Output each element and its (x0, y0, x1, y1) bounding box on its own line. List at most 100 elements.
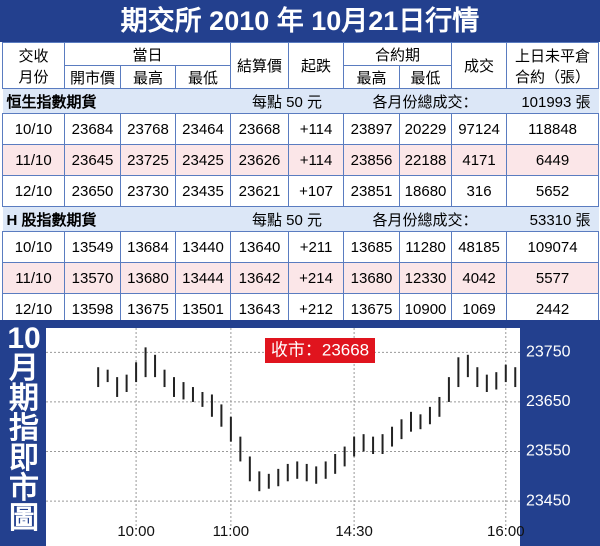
cell: 13685 (343, 231, 401, 263)
cell: 12330 (399, 262, 453, 294)
data-row: 10/10 13549 13684 13440 13640 +211 13685 11280 4… (2, 231, 600, 263)
cell: 13444 (174, 262, 232, 294)
cell: 23626 (230, 144, 290, 176)
cell: +114 (288, 144, 345, 176)
y-tick-label: 23650 (526, 393, 571, 410)
x-tick-label: 11:00 (213, 523, 249, 540)
title: 期交所 2010 年 10月21日行情 (0, 0, 600, 42)
header-cell: 最高 (120, 65, 176, 89)
cell: 48185 (451, 231, 508, 263)
section-name: H 股指數期貨 (2, 206, 231, 232)
header-text: 上日未平倉 (515, 47, 591, 65)
header-cell: 最低 (399, 65, 453, 89)
cell: 13598 (64, 293, 121, 325)
cell: 23725 (120, 144, 176, 176)
header-cell: 當日 (63, 42, 232, 66)
cell: +114 (288, 113, 345, 145)
cell: 97124 (451, 113, 508, 145)
header-cell: 最高 (343, 65, 401, 89)
cell: 5577 (506, 262, 600, 294)
cell: 13680 (343, 262, 401, 294)
cell: 118848 (506, 113, 600, 145)
cell: +107 (288, 175, 345, 207)
y-tick-label: 23750 (526, 344, 571, 361)
annotation: 收市：23668 (271, 340, 369, 359)
cell: 4171 (451, 144, 508, 176)
cell: 13684 (120, 231, 176, 263)
cell: 23684 (64, 113, 121, 145)
header-cell: 交收 月份 (2, 42, 65, 89)
cell: 23425 (174, 144, 232, 176)
section-unit: 每點 50 元 (230, 88, 344, 114)
cell: 23645 (64, 144, 121, 176)
annotation-box (265, 338, 375, 363)
section-total-label: 各月份總成交： (343, 88, 507, 114)
x-tick-label: 16:00 (487, 523, 525, 540)
cell: 11/10 (2, 262, 65, 294)
data-row: 12/10 13598 13675 13501 13643 +212 13675 10900 1… (2, 293, 600, 325)
y-tick-label: 23550 (526, 443, 571, 460)
cell: 12/10 (2, 175, 65, 207)
cell: 13675 (120, 293, 176, 325)
header-text: 合約期 (375, 46, 421, 64)
cell: 20229 (399, 113, 453, 145)
cell: 109074 (506, 231, 600, 263)
header-text: 當日 (132, 46, 163, 64)
cell: 13549 (64, 231, 121, 263)
header-text: 成交 (464, 58, 495, 75)
header-cell: 上日未平倉合約（張） (506, 42, 600, 89)
header-text: 起跌 (301, 58, 332, 75)
cell: 23856 (343, 144, 401, 176)
cell: 23851 (343, 175, 401, 207)
cell: 23435 (174, 175, 232, 207)
section-row: H 股指數期貨 每點 50 元各月份總成交： 53310 張 (2, 206, 599, 232)
header-text: 結算價 (237, 58, 283, 75)
section-unit: 每點 50 元 (230, 206, 344, 232)
chart-panel: 10月期指即市圖 23450 23550 23650 23750 10:00 11:00 1… (0, 320, 600, 546)
section-total-label: 各月份總成交： (343, 206, 507, 232)
section-name: 恒生指數期貨 (2, 88, 231, 114)
header-cell: 合約期 (343, 42, 453, 66)
data-row: 11/10 23645 23725 23425 23626 +114 23856 22188 4… (2, 144, 600, 176)
cell: 316 (451, 175, 508, 207)
cell: +211 (288, 231, 345, 263)
header-text: 月份 (18, 68, 49, 86)
data-row: 10/10 23684 23768 23464 23668 +114 23897 20229 9… (2, 113, 600, 145)
cell: 23650 (64, 175, 121, 207)
cell: 13501 (174, 293, 232, 325)
cell: 2442 (506, 293, 600, 325)
data-row: 12/10 23650 23730 23435 23621 +107 23851 18680 3… (2, 175, 600, 207)
cell: 10900 (399, 293, 453, 325)
header-text: 合約（張） (515, 68, 591, 86)
cell: 4042 (451, 262, 508, 294)
cell: 18680 (399, 175, 453, 207)
section-row: 恒生指數期貨 每點 50 元各月份總成交： 101993 張 (2, 88, 599, 114)
cell: 13440 (174, 231, 232, 263)
header-cell: 起跌 (288, 42, 345, 89)
section-total: 101993 張 (506, 88, 599, 114)
cell: 13640 (230, 231, 290, 263)
x-tick-label: 14:30 (335, 523, 373, 540)
section-total: 53310 張 (506, 206, 599, 232)
cell: +214 (288, 262, 345, 294)
chart: 23450 23550 23650 23750 10:00 11:00 14:30 16:00… (46, 328, 571, 546)
cell: 10/10 (2, 113, 65, 145)
cell: 23668 (230, 113, 290, 145)
cell: 11280 (399, 231, 453, 263)
x-tick-label: 10:00 (117, 523, 155, 540)
cell: 10/10 (2, 231, 65, 263)
y-tick-label: 23450 (526, 492, 571, 509)
header-cell: 成交 (451, 42, 508, 89)
cell: 23464 (174, 113, 232, 145)
side-title: 10月期指即市圖 (7, 322, 41, 535)
quote-table: 交收 月份 當日 結算價 起跌 合約期 成交 上日未平倉 合約（張） 開市價 最高 最低 最高 最低 恒生指… (2, 42, 600, 325)
cell: 13570 (64, 262, 121, 294)
header-cell: 最低 (174, 65, 232, 89)
cell: 13643 (230, 293, 290, 325)
table-body: 交收 月份 當日 結算價 起跌 合約期 成交 上日未平倉 合約（張） 開市價 最高 最低 最高 最低 恒生指… (2, 42, 600, 325)
header-cell: 結算價 (230, 42, 290, 89)
header-row: 交收 月份 當日 結算價 起跌 合約期 成交 上日未平倉 合約（張） (2, 42, 600, 89)
plot-area (46, 328, 520, 546)
cell: 23621 (230, 175, 290, 207)
